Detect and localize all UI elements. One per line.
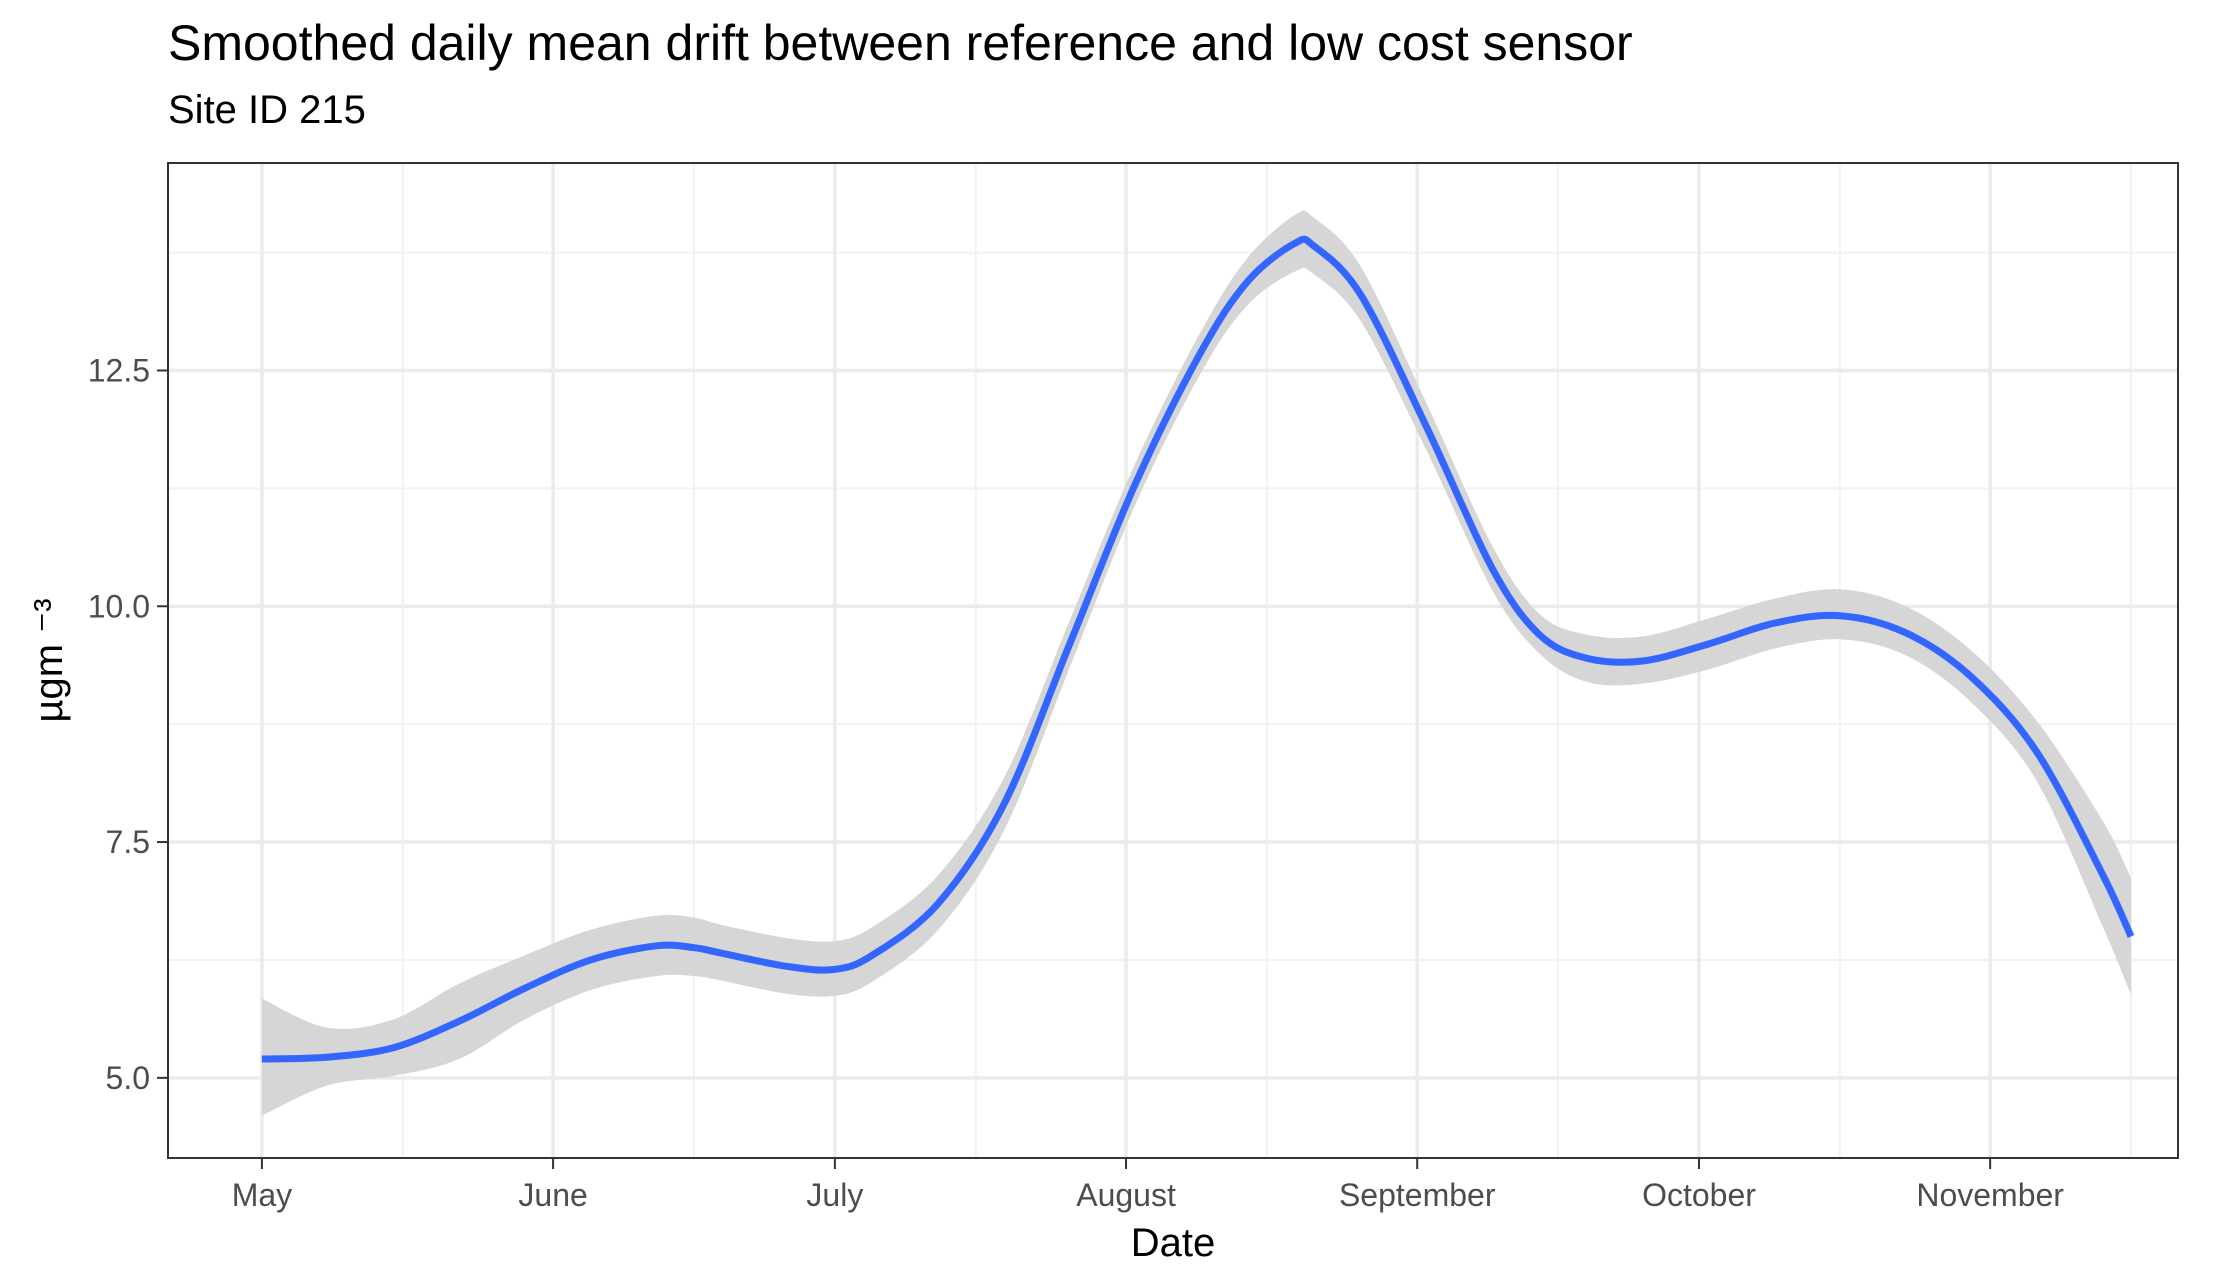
major-gridlines (168, 163, 2178, 1158)
x-tick-label: November (1916, 1177, 2064, 1213)
x-tick-label: July (806, 1177, 863, 1213)
x-tick-label: June (518, 1177, 587, 1213)
series-layer (261, 210, 2135, 1116)
y-tick-label: 12.5 (88, 352, 150, 388)
panel-border (167, 162, 2179, 1159)
y-tick-label: 10.0 (88, 588, 150, 624)
y-tick-label: 7.5 (106, 824, 150, 860)
x-tick-label: May (232, 1177, 292, 1213)
chart-title: Smoothed daily mean drift between refere… (168, 15, 1633, 71)
x-axis-title: Date (1131, 1221, 1216, 1265)
x-tick-label: October (1642, 1177, 1756, 1213)
minor-gridlines (168, 163, 2178, 1158)
x-tick-label: September (1339, 1177, 1496, 1213)
y-axis-title: µgm ⁻³ (27, 598, 71, 722)
y-tick-label: 5.0 (106, 1060, 150, 1096)
chart-subtitle: Site ID 215 (168, 88, 366, 132)
smoothed-drift-line (261, 235, 2135, 1063)
axes-layer: May June July August September October Novembe… (88, 352, 2065, 1213)
x-tick-label: August (1076, 1177, 1176, 1213)
